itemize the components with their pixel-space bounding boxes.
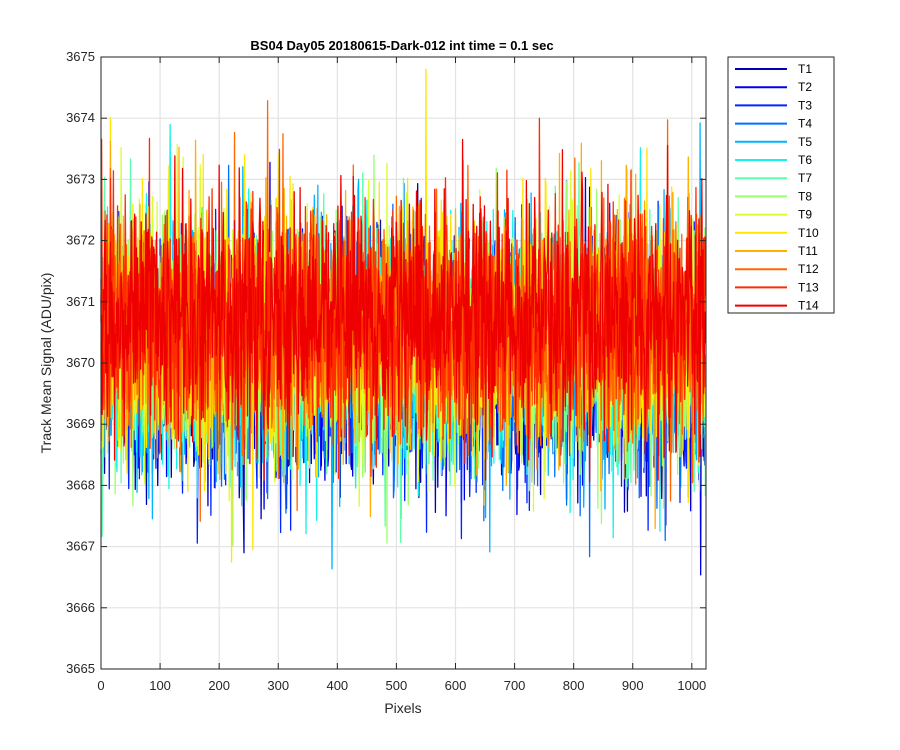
y-axis-label: Track Mean Signal (ADU/pix) xyxy=(38,273,54,454)
legend-label: T12 xyxy=(798,262,819,276)
legend: T1 T2 T3 T4 T5 T6 T7 T8 T9 T10 T11 T12 T13 T14 xyxy=(727,56,835,314)
plot-area xyxy=(100,56,707,670)
y-tick-label: 3665 xyxy=(66,661,95,676)
legend-label: T7 xyxy=(798,171,812,185)
y-tick-label: 3675 xyxy=(66,49,95,64)
legend-box xyxy=(727,56,835,314)
y-tick-label: 3672 xyxy=(66,233,95,248)
x-tick-label: 300 xyxy=(267,678,289,693)
series-lines xyxy=(100,68,707,576)
legend-label: T3 xyxy=(798,98,812,112)
legend-label: T4 xyxy=(798,117,812,131)
axis-ticks xyxy=(100,56,706,670)
y-tick-label: 3669 xyxy=(66,416,95,431)
legend-label: T13 xyxy=(798,280,819,294)
x-tick-label: 500 xyxy=(386,678,408,693)
x-tick-labels: 0 100 200 300 400 500 600 700 800 900 1000 xyxy=(97,678,706,693)
x-tick-label: 200 xyxy=(208,678,230,693)
series-line-t14 xyxy=(100,138,707,483)
x-tick-label: 600 xyxy=(445,678,467,693)
x-tick-label: 700 xyxy=(504,678,526,693)
legend-label: T1 xyxy=(798,62,812,76)
x-axis-label: Pixels xyxy=(384,700,421,716)
y-tick-label: 3674 xyxy=(66,110,95,125)
x-tick-label: 100 xyxy=(149,678,171,693)
x-tick-label: 0 xyxy=(97,678,104,693)
chart-title: BS04 Day05 20180615-Dark-012 int time = … xyxy=(250,38,553,53)
legend-label: T9 xyxy=(798,208,812,222)
legend-label: T5 xyxy=(798,135,812,149)
y-tick-label: 3673 xyxy=(66,171,95,186)
y-tick-label: 3670 xyxy=(66,355,95,370)
y-tick-label: 3668 xyxy=(66,477,95,492)
legend-entries: T1 T2 T3 T4 T5 T6 T7 T8 T9 T10 T11 T12 T13 T14 xyxy=(735,62,819,313)
legend-label: T6 xyxy=(798,153,812,167)
x-tick-label: 1000 xyxy=(677,678,706,693)
legend-label: T8 xyxy=(798,189,812,203)
y-tick-label: 3666 xyxy=(66,600,95,615)
x-tick-label: 800 xyxy=(563,678,585,693)
y-tick-label: 3671 xyxy=(66,294,95,309)
x-tick-label: 900 xyxy=(622,678,644,693)
legend-label: T10 xyxy=(798,226,819,240)
legend-label: T11 xyxy=(798,244,818,258)
legend-label: T14 xyxy=(798,299,819,313)
x-tick-label: 400 xyxy=(326,678,348,693)
y-tick-label: 3667 xyxy=(66,539,95,554)
legend-label: T2 xyxy=(798,80,812,94)
y-tick-labels: 3665 3666 3667 3668 3669 3670 3671 3672 3673 3674… xyxy=(66,49,95,676)
